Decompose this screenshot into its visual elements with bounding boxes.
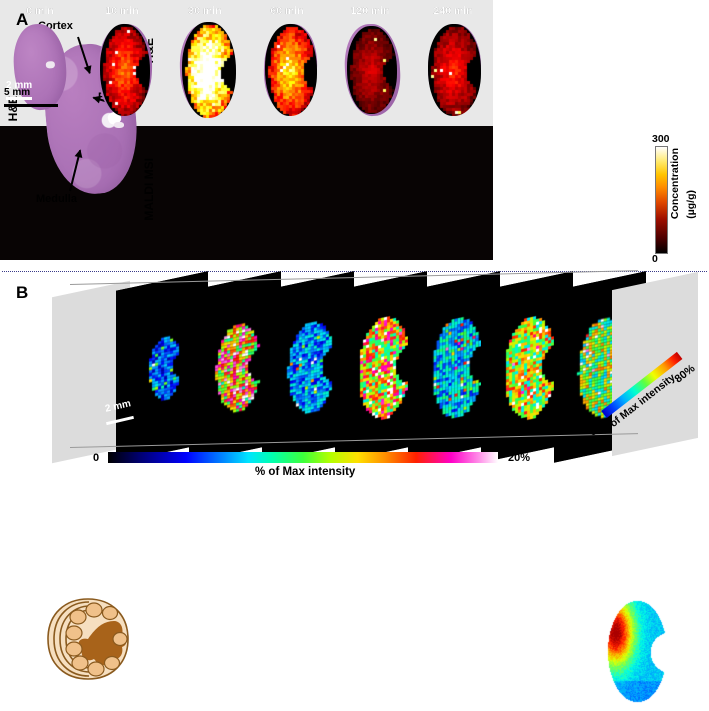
panel-a-letter: A	[16, 10, 29, 29]
msi-section-2	[182, 22, 236, 118]
colorbar-a-max: 300	[652, 133, 670, 145]
colorbar-3d: 0 80% % of Max intensity	[587, 351, 708, 454]
kidney-cartoon-icon	[47, 598, 129, 680]
kidney-3d-volume-render	[586, 591, 696, 711]
msi-section-3	[265, 24, 317, 116]
row-label-maldi: MALDI MSI	[142, 158, 156, 221]
panel-b-letter: B	[16, 283, 29, 302]
he-timepoint-4: 120 min	[350, 5, 390, 17]
colorbar-a-title-line1: Concentration	[669, 148, 681, 220]
colorbar-a-title-line2: (µg/g)	[685, 190, 698, 220]
msi-timepoint-0: 0 min	[26, 5, 54, 17]
msi-timepoint-5: 240 min	[433, 5, 473, 17]
msi-scalebar	[6, 97, 32, 100]
panel-divider	[2, 271, 707, 272]
msi-section-1	[100, 24, 150, 116]
he-timepoint-0: 0 min	[26, 5, 54, 17]
msi-section-4	[347, 26, 397, 114]
colorbar-a-min: 0	[652, 253, 658, 265]
colorbar-b-max: 20%	[508, 452, 531, 464]
colorbar-b-gradient	[108, 452, 498, 463]
colorbar-b-min: 0	[93, 452, 100, 464]
he-scalebar	[4, 104, 58, 107]
msi-timepoint-4: 120 min	[350, 5, 390, 17]
colorbar-a-title: Concentration (µg/g)	[669, 148, 697, 224]
reference-he-kidney	[39, 40, 143, 198]
maldi-msi-timecourse-strip: 0 min 10 min 30 min 60 min 120 min 240 m…	[0, 5, 493, 260]
colorbar-b-title: % of Max intensity	[255, 466, 356, 478]
msi-timepoint-3: 60 min	[270, 5, 304, 17]
msi-timepoint-2: 30 min	[188, 5, 222, 17]
msi-timepoint-1: 10 min	[105, 5, 139, 17]
colorbar-a-gradient	[655, 146, 668, 254]
msi-scalebar-label: 2 mm	[6, 80, 33, 91]
annotation-medulla: Medulla	[36, 193, 77, 205]
pelvis-notch-inner	[114, 122, 124, 128]
he-timepoint-3: 60 min	[270, 5, 304, 17]
he-timepoint-5: 240 min	[433, 5, 473, 17]
he-timepoint-1: 10 min	[105, 5, 139, 17]
he-scalebar-label: 5 mm	[4, 87, 31, 98]
msi-section-5	[428, 24, 481, 116]
figure-root: A H&E Cortex Pelvis Medulla H&E MALDI MS…	[0, 0, 709, 481]
panel-b: B	[0, 271, 709, 703]
he-timepoint-2: 30 min	[188, 5, 222, 17]
